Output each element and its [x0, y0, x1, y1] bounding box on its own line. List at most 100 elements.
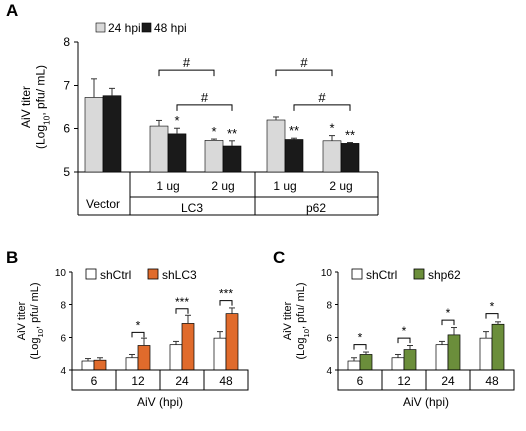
y-tick-label: 10	[321, 268, 333, 279]
significance-mark: #	[183, 55, 191, 70]
significance-mark: #	[300, 55, 308, 70]
significance-mark: *	[402, 324, 407, 338]
bar	[479, 337, 493, 371]
y-axis-label-post: , pfu/ mL)	[34, 65, 48, 116]
legend-swatch	[351, 268, 363, 280]
bar	[266, 119, 286, 173]
x-tick-label: 48	[485, 374, 499, 388]
significance-bracket	[441, 319, 455, 326]
significance-bracket	[219, 300, 233, 306]
legend-label: 24 hpi	[108, 21, 141, 35]
bar	[340, 143, 360, 173]
panel-b-letter: B	[6, 248, 18, 267]
panel-a-letter: A	[6, 1, 18, 20]
bar	[225, 313, 239, 371]
significance-bracket	[353, 344, 367, 350]
significance-mark: *	[211, 124, 216, 139]
significance-bracket	[293, 104, 351, 111]
significance-mark: *	[136, 318, 141, 332]
y-axis-label-line1: AiV titer	[16, 301, 28, 340]
y-axis-label-line2: (Log10, pfu/ mL)	[295, 282, 311, 359]
bar	[169, 344, 183, 371]
significance-mark: **	[345, 128, 355, 143]
bar	[125, 357, 139, 371]
y-axis-label-line1: AiV titer	[282, 301, 294, 340]
bar	[102, 95, 122, 173]
bar	[391, 357, 405, 371]
y-tick-label: 10	[55, 268, 67, 279]
significance-mark: *	[174, 113, 179, 128]
y-axis-label-pre: (Log	[34, 125, 48, 149]
y-axis-label-post: , pfu/ mL)	[29, 282, 41, 328]
panel-c-letter: C	[273, 248, 285, 267]
significance-mark: **	[227, 126, 237, 141]
group-label: LC3	[181, 201, 203, 215]
x-tick-label: 6	[91, 374, 98, 388]
bar	[359, 354, 373, 371]
bar	[322, 140, 342, 173]
x-tick-label: 24	[441, 374, 455, 388]
y-axis-label-sub: 10	[36, 329, 45, 338]
panel-b-chart: AiV titer(Log10, pfu/ mL)46810*******shC…	[16, 268, 249, 409]
significance-bracket	[485, 313, 499, 319]
bar	[93, 359, 107, 371]
y-axis-label-sub: 10	[42, 115, 52, 125]
significance-mark: ***	[219, 287, 233, 301]
y-tick-label: 8	[63, 35, 70, 49]
bar	[213, 337, 227, 371]
group-label: p62	[306, 201, 326, 215]
x-tick-label: 6	[357, 374, 364, 388]
bar	[284, 139, 304, 173]
x-tick-label: 24	[175, 374, 189, 388]
legend-swatch	[413, 268, 425, 280]
legend-swatch	[141, 22, 152, 33]
bar	[137, 345, 151, 371]
significance-bracket	[397, 337, 411, 344]
legend-swatch	[85, 268, 97, 280]
y-tick-label: 4	[326, 366, 332, 377]
bar	[167, 133, 187, 173]
bar	[149, 125, 169, 173]
x-tick-label: 12	[397, 374, 411, 388]
significance-bracket	[275, 69, 333, 77]
bar	[447, 334, 461, 371]
group-label: Vector	[86, 197, 120, 211]
significance-mark: *	[329, 121, 334, 136]
x-tick-label: 2 ug	[329, 179, 352, 193]
significance-mark: **	[289, 123, 299, 138]
legend-label: shp62	[428, 268, 461, 282]
significance-bracket	[158, 69, 215, 77]
x-axis-label: AiV (hpi)	[137, 395, 183, 409]
x-tick-label: 1 ug	[156, 179, 179, 193]
y-tick-label: 8	[326, 301, 332, 312]
bar	[181, 323, 195, 371]
bar	[491, 323, 505, 371]
x-tick-label: 12	[131, 374, 145, 388]
bar	[81, 360, 95, 371]
significance-mark: *	[446, 306, 451, 320]
bar	[347, 360, 361, 371]
legend-label: shCtrl	[100, 268, 131, 282]
legend-swatch	[147, 268, 159, 280]
significance-mark: *	[490, 300, 495, 314]
x-tick-label: 2 ug	[211, 179, 234, 193]
y-axis-label-post: , pfu/ mL)	[295, 282, 307, 328]
significance-bracket	[175, 308, 189, 314]
y-tick-label: 8	[60, 301, 66, 312]
bar	[84, 97, 104, 173]
significance-mark: ***	[175, 295, 189, 309]
significance-bracket	[176, 104, 233, 111]
y-axis-label-pre: (Log	[295, 338, 307, 360]
y-axis-label-line2: (Log10, pfu/ mL)	[34, 65, 52, 149]
y-tick-label: 4	[60, 366, 66, 377]
significance-mark: #	[201, 90, 209, 105]
y-axis-label: AiV titer(Log10, pfu/ mL)	[282, 282, 311, 359]
legend-label: 48 hpi	[154, 21, 187, 35]
bar	[403, 349, 417, 371]
bar	[222, 145, 242, 173]
y-axis-label-line2: (Log10, pfu/ mL)	[29, 282, 45, 359]
y-tick-label: 7	[63, 78, 70, 92]
